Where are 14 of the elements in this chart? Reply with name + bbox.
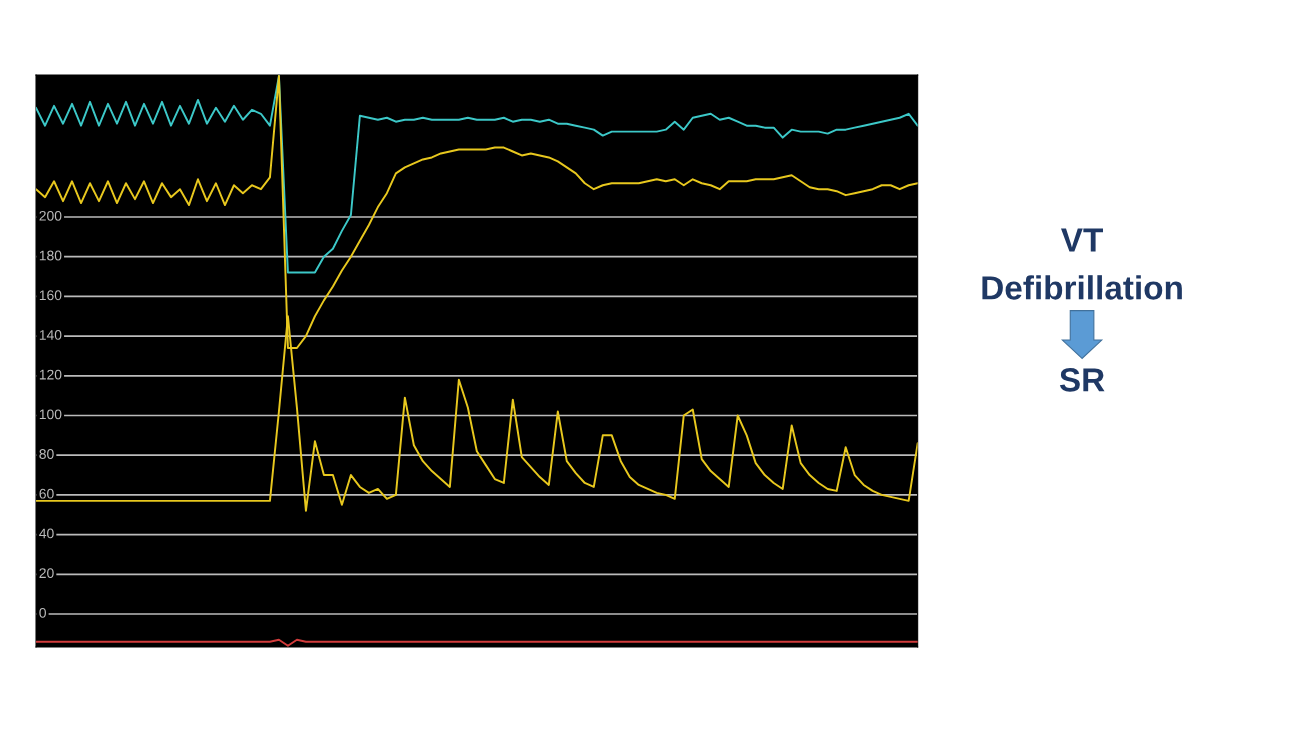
y-tick-label: 120 <box>39 369 62 380</box>
y-tick-label: 140 <box>39 329 62 340</box>
y-tick-label: 40 <box>39 528 54 539</box>
y-tick-label: 180 <box>39 250 62 261</box>
text: SR <box>1059 368 1105 392</box>
text: VT <box>1060 228 1103 252</box>
y-tick-label: 200 <box>39 210 62 221</box>
y-tick-label: 0 <box>39 607 46 618</box>
y-tick-label: 20 <box>39 568 54 579</box>
text: Defibrillation <box>982 275 1182 300</box>
y-tick-label: 60 <box>39 488 54 499</box>
y-tick-label: 100 <box>39 409 62 420</box>
y-tick-label: 160 <box>39 290 62 301</box>
y-tick-label: 80 <box>39 449 54 459</box>
